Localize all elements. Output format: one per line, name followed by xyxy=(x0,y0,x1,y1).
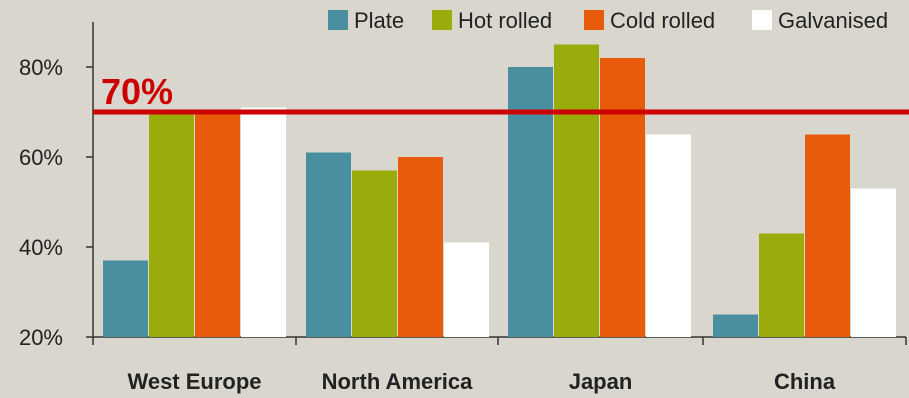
y-tick-label: 60% xyxy=(19,145,63,170)
legend-swatch xyxy=(584,10,604,30)
bar-galvanised xyxy=(241,107,286,337)
reference-line-label: 70% xyxy=(101,71,173,112)
legend-label: Galvanised xyxy=(778,8,888,33)
legend-swatch xyxy=(752,10,772,30)
x-category-label: Japan xyxy=(569,369,633,394)
legend-swatch xyxy=(328,10,348,30)
legend-label: Cold rolled xyxy=(610,8,715,33)
bar-plate xyxy=(306,152,351,337)
bar-plate xyxy=(103,260,148,337)
bar-plate xyxy=(508,67,553,337)
legend-swatch xyxy=(432,10,452,30)
bar-hot-rolled xyxy=(554,44,599,337)
y-tick-label: 80% xyxy=(19,55,63,80)
bar-cold-rolled xyxy=(195,112,240,337)
bar-cold-rolled xyxy=(805,134,850,337)
legend-label: Plate xyxy=(354,8,404,33)
bar-hot-rolled xyxy=(352,170,397,337)
bar-galvanised xyxy=(444,242,489,337)
x-category-label: West Europe xyxy=(127,369,261,394)
bar-hot-rolled xyxy=(149,112,194,337)
bar-plate xyxy=(713,314,758,337)
y-tick-label: 40% xyxy=(19,235,63,260)
bar-cold-rolled xyxy=(398,157,443,337)
x-category-label: China xyxy=(774,369,836,394)
bar-galvanised xyxy=(851,188,896,337)
bar-galvanised xyxy=(646,134,691,337)
x-category-label: North America xyxy=(322,369,474,394)
y-tick-label: 20% xyxy=(19,325,63,350)
bar-hot-rolled xyxy=(759,233,804,337)
legend-label: Hot rolled xyxy=(458,8,552,33)
bar-cold-rolled xyxy=(600,58,645,337)
